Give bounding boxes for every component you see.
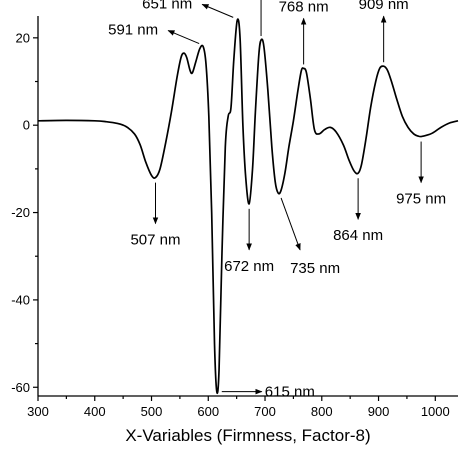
x-tick-label: 500 — [141, 404, 163, 419]
peak-arrow — [201, 3, 234, 18]
curve-layer — [37, 18, 459, 395]
peak-label: 591 nm — [108, 22, 158, 39]
peak-arrow — [280, 197, 301, 251]
y-tick-label: -20 — [11, 205, 30, 220]
x-tick-label: 700 — [254, 404, 276, 419]
y-tick-label: 20 — [16, 30, 30, 45]
x-tick-label: 1000 — [421, 404, 450, 419]
peak-label: 735 nm — [290, 260, 340, 277]
y-tick-label: -60 — [11, 380, 30, 395]
axes: 300 400 500 600 700 800 900 1000 20 0 -20 -40 -60 — [11, 16, 458, 419]
peak-label: 864 nm — [333, 227, 383, 244]
peak-label: 672 nm — [224, 258, 274, 275]
x-tick-label: 900 — [368, 404, 390, 419]
x-tick-label: 400 — [84, 404, 106, 419]
peak-label: 975 nm — [396, 191, 446, 208]
x-tick-label: 600 — [197, 404, 219, 419]
peak-label: 768 nm — [279, 0, 329, 15]
y-tick-label: 0 — [23, 118, 30, 133]
x-tick-label: 300 — [27, 404, 49, 419]
peak-label: 651 nm — [142, 0, 192, 12]
peak-label: 615 nm — [265, 384, 315, 401]
x-axis-title: X-Variables (Firmness, Factor-8) — [125, 426, 370, 445]
peak-arrow — [167, 30, 200, 45]
y-tick-label: -40 — [11, 292, 30, 307]
peak-label: 507 nm — [130, 232, 180, 249]
x-tick-label: 800 — [311, 404, 333, 419]
peak-label: 909 nm — [359, 0, 409, 13]
spectrum-line — [37, 18, 459, 395]
